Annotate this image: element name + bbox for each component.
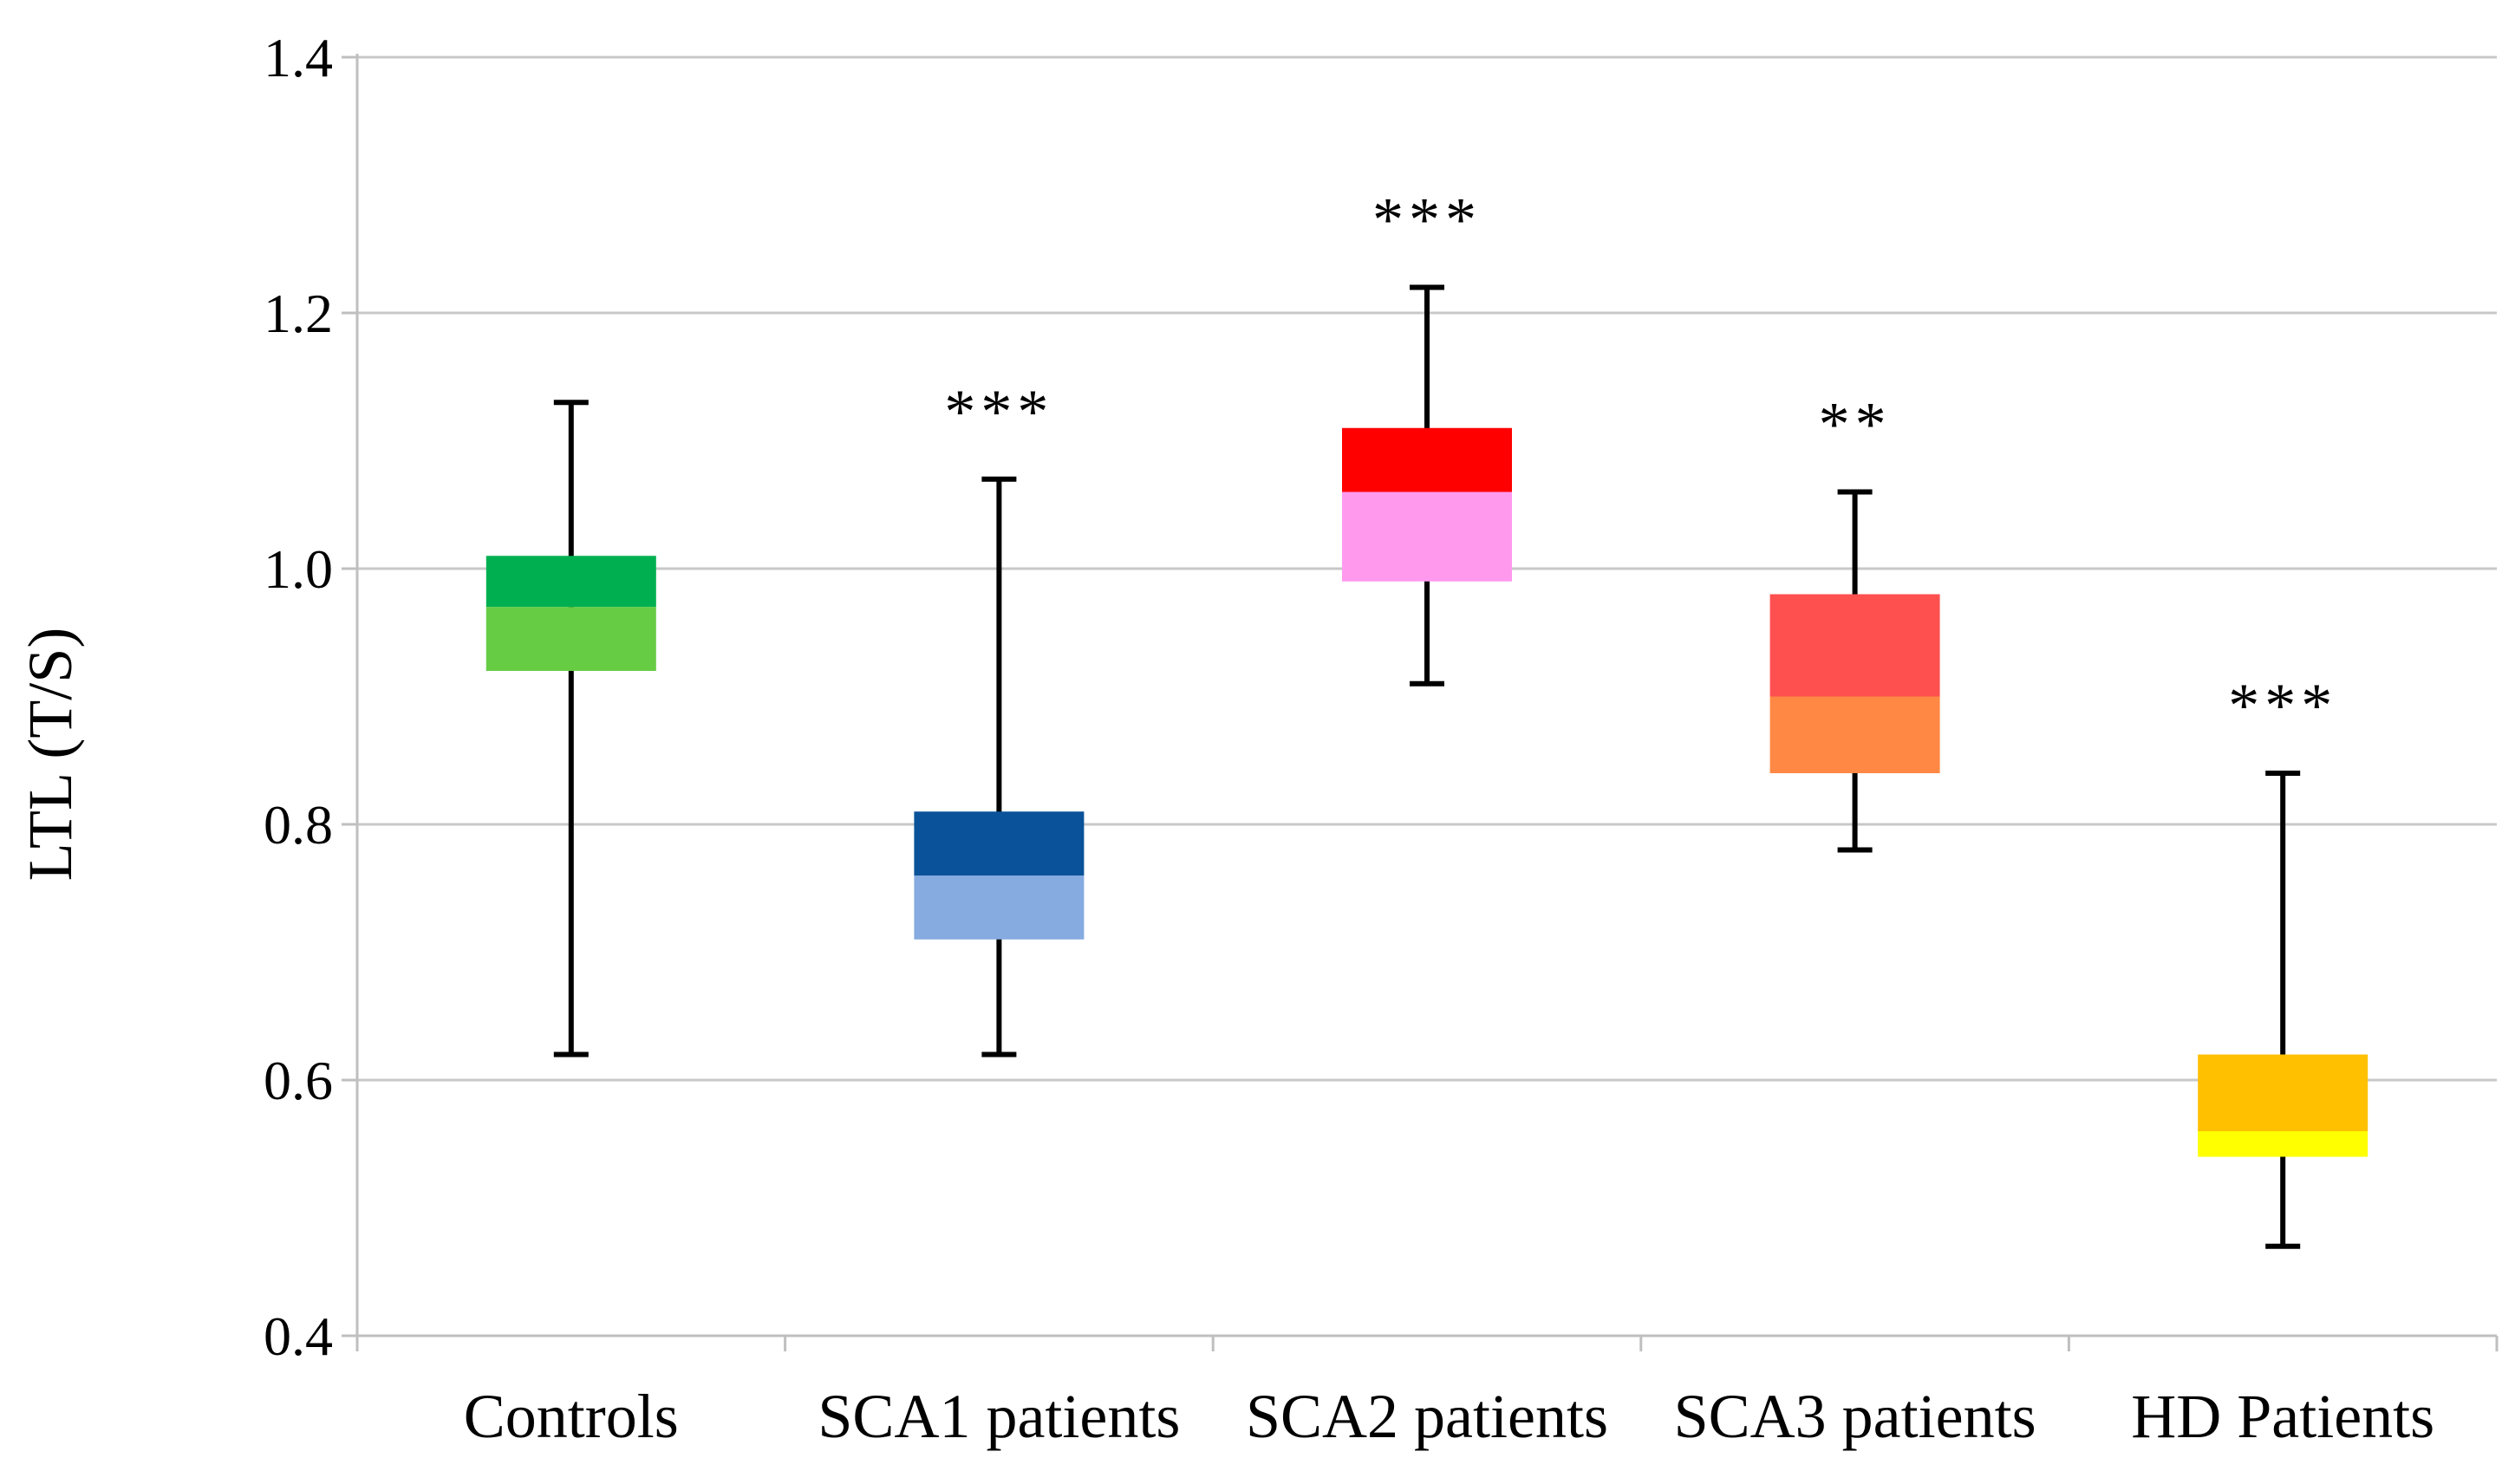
x-tick-label: SCA3 patients — [1674, 1382, 2036, 1451]
significance-marker: ** — [1819, 390, 1892, 459]
x-tick-label: SCA1 patients — [818, 1382, 1180, 1451]
x-tick-label: Controls — [464, 1382, 679, 1451]
box-upper-quartile — [2198, 1054, 2368, 1131]
y-axis-label: LTL (T/S) — [16, 628, 85, 882]
box-lower-quartile — [485, 607, 656, 671]
box-lower-quartile — [2198, 1131, 2368, 1157]
labels: 0.4 0.6 0.8 1.0 1.2 1.4 Controls *** SCA1 patien… — [264, 27, 2434, 1451]
box-upper-quartile — [1769, 594, 1940, 697]
box-upper-quartile — [1342, 427, 1512, 492]
boxes — [485, 284, 2368, 1249]
box-sca1-patients — [914, 476, 1085, 1058]
box-upper-quartile — [914, 811, 1085, 875]
box-upper-quartile — [485, 556, 656, 608]
y-tick-label: 0.6 — [264, 1050, 333, 1111]
significance-marker: *** — [2228, 671, 2337, 740]
significance-marker: *** — [1372, 186, 1482, 255]
x-tick-label: SCA2 patients — [1246, 1382, 1608, 1451]
x-tick-label: HD Patients — [2131, 1382, 2434, 1451]
box-sca3-patients — [1769, 489, 1940, 853]
box-sca2-patients — [1342, 284, 1512, 687]
y-tick-label: 1.2 — [264, 283, 333, 344]
y-tick-label: 0.4 — [264, 1305, 333, 1367]
y-tick-label: 1.4 — [264, 27, 333, 88]
box-lower-quartile — [1342, 491, 1512, 582]
box-lower-quartile — [1769, 696, 1940, 773]
axes — [342, 54, 2499, 1351]
box-hd-patients — [2198, 771, 2368, 1249]
y-tick-label: 0.8 — [264, 794, 333, 856]
box-lower-quartile — [914, 875, 1085, 940]
box-controls — [485, 400, 656, 1058]
significance-marker: *** — [944, 377, 1053, 446]
y-tick-label: 1.0 — [264, 538, 333, 600]
